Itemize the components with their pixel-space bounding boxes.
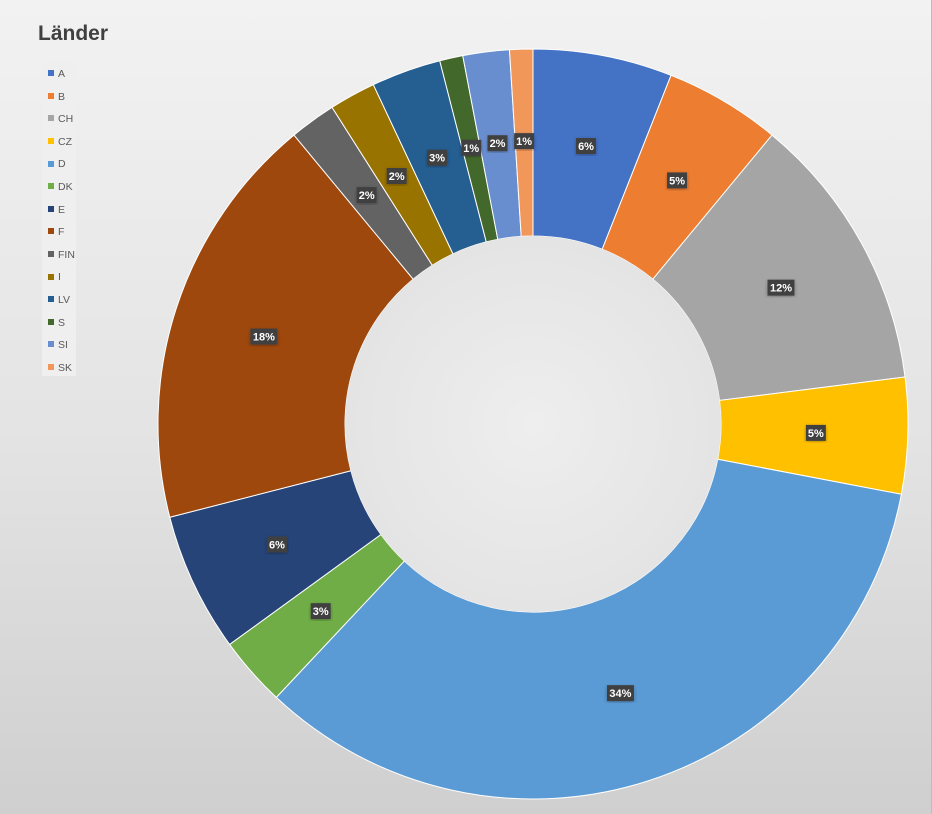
legend-item-i: I — [48, 270, 61, 284]
data-label-text: 1% — [516, 136, 532, 148]
legend-label: A — [58, 68, 66, 80]
data-label-text: 1% — [463, 143, 479, 155]
legend-label: B — [58, 90, 66, 103]
legend-item-ch: CH — [48, 112, 73, 126]
chart-title: Länder — [38, 22, 109, 45]
legend-swatch — [48, 160, 54, 167]
legend-swatch — [48, 138, 54, 145]
legend-swatch — [48, 228, 54, 235]
data-label-text: 12% — [770, 283, 792, 295]
legend-swatch — [48, 296, 54, 303]
data-label-a: 6% — [576, 138, 597, 155]
data-label-lv: 3% — [427, 149, 448, 166]
data-label-dk: 3% — [310, 603, 331, 620]
data-label-sk: 1% — [514, 133, 535, 150]
legend-label: CZ — [58, 135, 72, 148]
data-label-s: 1% — [461, 139, 482, 156]
legend-item-cz: CZ — [48, 135, 72, 149]
legend-label: F — [58, 226, 65, 239]
legend-item-a: A — [48, 67, 65, 81]
data-label-text: 2% — [490, 138, 506, 150]
legend-swatch — [48, 364, 54, 371]
legend-item-s: S — [48, 316, 65, 330]
labels-group: 6% 5% 12% 5% 34% 3% 6% 18% 2% 2% 3% 1% 2% 1% — [250, 133, 826, 702]
data-label-e: 6% — [266, 536, 287, 553]
legend-item-fin: FIN — [48, 248, 75, 262]
legend-swatch — [48, 70, 54, 77]
legend-swatch — [48, 273, 54, 280]
data-label-si: 2% — [487, 135, 508, 152]
data-label-text: 2% — [389, 171, 405, 183]
legend-label: E — [58, 203, 66, 216]
legend-swatch — [48, 183, 54, 190]
data-label-text: 3% — [429, 153, 445, 165]
legend-swatch — [48, 92, 54, 99]
donut-hole — [345, 236, 721, 612]
legend-label: FIN — [58, 248, 75, 261]
legend-item-dk: DK — [48, 180, 73, 194]
legend-label: S — [58, 316, 66, 329]
legend-item-b: B — [48, 90, 65, 104]
data-label-text: 5% — [669, 175, 685, 187]
legend-label: SI — [58, 339, 68, 352]
data-label-d: 34% — [606, 685, 634, 702]
slices-group — [157, 48, 909, 800]
data-label-text: 3% — [313, 606, 329, 618]
data-label-f: 18% — [250, 328, 278, 345]
data-label-fin: 2% — [356, 187, 377, 204]
legend-swatch — [48, 205, 54, 212]
data-label-text: 6% — [269, 539, 285, 551]
legend-swatch — [48, 115, 54, 122]
legend-item-f: F — [48, 225, 64, 239]
data-label-text: 5% — [808, 428, 824, 440]
legend-swatch — [48, 341, 54, 348]
legend-item-d: D — [48, 157, 66, 171]
legend-item-lv: LV — [48, 293, 70, 307]
data-label-text: 34% — [609, 688, 631, 700]
data-label-text: 6% — [578, 141, 594, 153]
data-label-i: 2% — [386, 168, 407, 185]
legend-swatch — [48, 318, 54, 325]
legend: A B CH CZ D DK E F FIN I LV S SI SK — [42, 62, 76, 376]
legend-label: SK — [58, 361, 73, 374]
legend-label: DK — [58, 181, 73, 193]
legend-label: I — [58, 271, 61, 284]
data-label-ch: 12% — [767, 279, 795, 296]
legend-label: LV — [58, 294, 71, 306]
legend-label: CH — [58, 113, 74, 126]
legend-item-e: E — [48, 203, 65, 217]
data-label-text: 2% — [359, 190, 375, 202]
legend-label: D — [58, 158, 66, 171]
legend-item-sk: SK — [48, 361, 72, 375]
data-label-text: 18% — [253, 332, 275, 344]
data-label-cz: 5% — [805, 424, 826, 441]
legend-item-si: SI — [48, 338, 68, 352]
legend-swatch — [48, 251, 54, 258]
data-label-b: 5% — [667, 172, 688, 189]
